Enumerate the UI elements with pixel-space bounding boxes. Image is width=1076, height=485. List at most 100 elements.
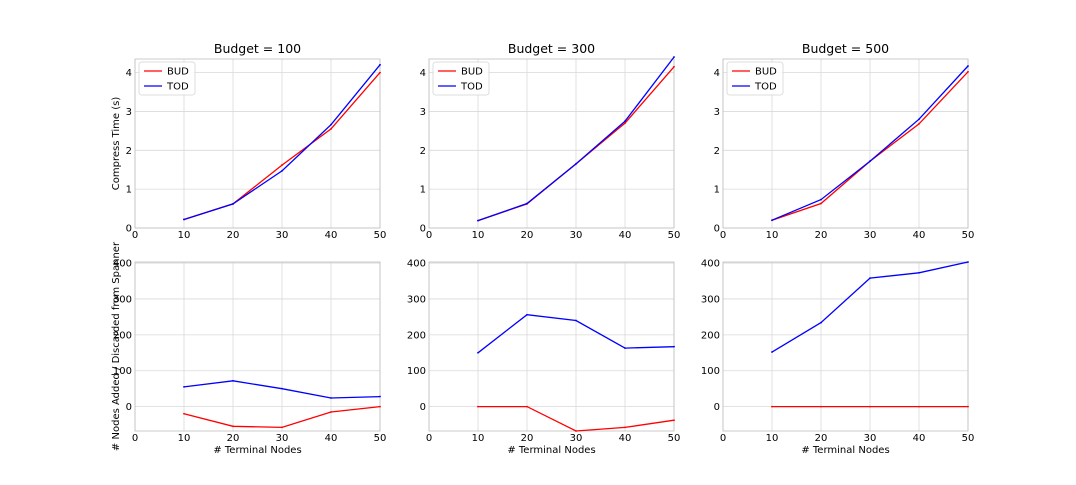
x-tick-label: 10	[766, 230, 779, 241]
data-point-tod	[918, 118, 920, 121]
x-tick-label: 0	[132, 433, 138, 444]
x-tick-label: 30	[570, 230, 583, 241]
legend-label-bud: BUD	[461, 67, 483, 78]
x-tick-label: 40	[325, 230, 338, 241]
data-point-bud	[477, 405, 479, 408]
data-point-tod	[281, 169, 283, 172]
x-tick-label: 30	[864, 230, 877, 241]
y-tick-label: 300	[701, 294, 720, 305]
data-point-tod	[869, 277, 871, 280]
data-point-tod	[281, 387, 283, 390]
axes-frame	[428, 58, 675, 229]
x-tick-label: 50	[668, 433, 681, 444]
data-point-tod	[771, 351, 773, 353]
y-tick-label: 400	[407, 259, 426, 270]
subplot-bottom-1: 0 10 20 30 40 50 0 100 200 300 400 # Terminal Nodes	[407, 259, 680, 456]
x-tick-label: 30	[570, 433, 583, 444]
legend: BUD TOD	[138, 61, 196, 96]
x-tick-label: 40	[619, 230, 632, 241]
x-tick-label: 50	[668, 230, 681, 241]
y-tick-label: 1	[420, 185, 426, 196]
data-point-bud	[379, 405, 381, 408]
data-point-tod	[575, 162, 577, 165]
data-point-tod	[330, 397, 332, 399]
x-tick-label: 0	[720, 433, 726, 444]
data-point-tod	[673, 345, 675, 348]
x-tick-label: 0	[132, 230, 138, 241]
x-tick-label: 20	[815, 433, 828, 444]
x-tick-label: 50	[374, 230, 387, 241]
data-point-bud	[330, 411, 332, 413]
legend-box	[726, 61, 784, 96]
y-axis-label: Compress Time (s)	[111, 97, 122, 191]
data-point-tod	[526, 313, 528, 316]
x-tick-label: 20	[521, 433, 534, 444]
data-point-bud	[771, 405, 773, 408]
y-tick-label: 0	[126, 402, 132, 413]
data-point-bud	[918, 405, 920, 408]
data-point-bud	[575, 430, 577, 432]
data-point-tod	[526, 202, 528, 205]
axes-frame	[722, 261, 969, 432]
y-tick-label: 200	[407, 330, 426, 341]
subplot-top-0: 0 10 20 30 40 50 0 1 2 3 4 Budget = 100 Compress Tim…	[111, 41, 386, 241]
x-tick-label: 30	[276, 230, 289, 241]
y-axis-label: # Nodes Added / Discarded from Spanner	[111, 241, 122, 451]
data-point-tod	[967, 65, 969, 67]
axes-frame	[134, 261, 381, 432]
data-point-bud	[281, 164, 283, 166]
x-tick-label: 20	[521, 230, 534, 241]
data-point-tod	[330, 123, 332, 126]
data-point-bud	[281, 426, 283, 429]
legend-box	[432, 61, 490, 96]
data-point-bud	[624, 426, 626, 429]
data-point-bud	[330, 128, 332, 130]
y-tick-label: 200	[113, 330, 132, 341]
data-point-bud	[673, 65, 675, 68]
data-point-tod	[771, 219, 773, 222]
x-tick-label: 10	[766, 433, 779, 444]
data-point-bud	[379, 71, 381, 74]
data-point-tod	[232, 379, 234, 382]
data-point-tod	[967, 261, 969, 263]
data-point-tod	[379, 63, 381, 66]
x-tick-label: 10	[472, 230, 485, 241]
x-tick-label: 20	[227, 230, 240, 241]
data-point-tod	[869, 160, 871, 163]
x-tick-label: 50	[962, 433, 975, 444]
y-tick-label: 4	[420, 68, 426, 79]
y-tick-label: 100	[113, 366, 132, 377]
x-axis-label: # Terminal Nodes	[507, 445, 595, 456]
y-tick-label: 2	[126, 146, 132, 157]
y-tick-label: 0	[714, 402, 720, 413]
data-point-tod	[183, 218, 185, 221]
subplot-top-2: 0 10 20 30 40 50 0 1 2 3 4 Budget = 500 BUD TOD	[714, 41, 975, 241]
y-tick-label: 0	[420, 224, 426, 235]
y-tick-label: 100	[701, 366, 720, 377]
x-tick-label: 30	[276, 433, 289, 444]
x-tick-label: 0	[720, 230, 726, 241]
y-tick-label: 4	[126, 68, 132, 79]
y-tick-label: 4	[714, 68, 720, 79]
data-point-tod	[477, 351, 479, 354]
x-axis-label: # Terminal Nodes	[213, 445, 301, 456]
y-tick-label: 2	[714, 146, 720, 157]
data-point-tod	[477, 219, 479, 222]
data-point-bud	[183, 412, 185, 415]
x-tick-label: 50	[962, 230, 975, 241]
data-point-bud	[232, 425, 234, 428]
y-tick-label: 400	[113, 259, 132, 270]
x-tick-label: 20	[815, 230, 828, 241]
subplot-bottom-0: 0 10 20 30 40 50 0 100 200 300 400 # Terminal Nodes…	[111, 241, 386, 456]
legend-label-tod: TOD	[754, 82, 777, 93]
data-point-tod	[673, 56, 675, 58]
y-tick-label: 1	[714, 185, 720, 196]
data-point-bud	[820, 405, 822, 408]
x-axis-label: # Terminal Nodes	[801, 445, 889, 456]
y-tick-label: 0	[126, 224, 132, 235]
x-tick-label: 10	[472, 433, 485, 444]
data-point-bud	[967, 70, 969, 73]
subplot-title: Budget = 300	[508, 41, 595, 56]
x-tick-label: 20	[227, 433, 240, 444]
